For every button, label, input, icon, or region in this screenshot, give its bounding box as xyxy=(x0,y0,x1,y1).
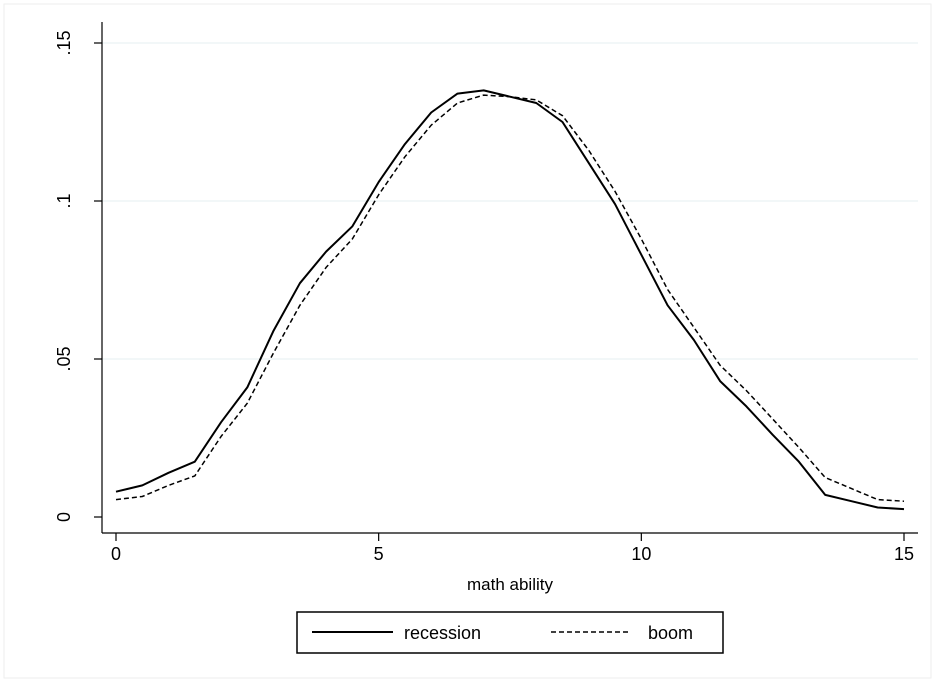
legend: recession boom xyxy=(296,611,724,654)
series-layer xyxy=(115,89,905,511)
series-line-boom xyxy=(115,94,905,502)
y-axis: 0 .05 .1 .15 xyxy=(54,22,103,533)
x-tick-label-3: 15 xyxy=(894,544,914,564)
x-tick-label-2: 10 xyxy=(631,544,651,564)
y-tick-label-0: 0 xyxy=(54,512,74,522)
x-tick-label-1: 5 xyxy=(374,544,384,564)
legend-label-boom: boom xyxy=(648,623,693,643)
x-axis: 0 5 10 15 xyxy=(102,532,918,564)
plot-background xyxy=(102,22,918,533)
y-tick-label-1: .05 xyxy=(54,346,74,371)
x-axis-label: math ability xyxy=(467,575,553,594)
x-tick-label-0: 0 xyxy=(111,544,121,564)
y-tick-label-3: .15 xyxy=(54,30,74,55)
legend-label-recession: recession xyxy=(404,623,481,643)
y-tick-label-2: .1 xyxy=(54,193,74,208)
plot-area xyxy=(102,22,918,533)
